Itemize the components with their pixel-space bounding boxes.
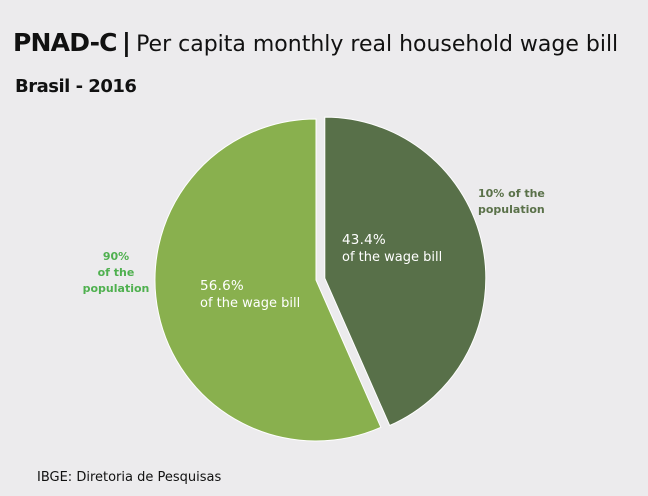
bottom-ninety-label-line-3: population (82, 282, 150, 295)
bottom-ninety-slice-label: 56.6% of the wage bill (200, 277, 300, 313)
title-separator: | (121, 28, 131, 57)
bottom-ninety-share-text: of the wage bill (200, 296, 301, 311)
bottom-ninety-label-line-1: 90% (102, 250, 130, 263)
title-description: Per capita monthly real household wage b… (136, 32, 619, 57)
bottom-ninety-share-value: 56.6% (200, 278, 244, 294)
bottom-ninety-population-label: 90% of the population (74, 249, 158, 297)
top-decile-population-label: 10% of the population (478, 186, 545, 218)
top-decile-slice-label: 43.4% of the wage bill (342, 231, 442, 267)
top-decile-share-text: of the wage bill (342, 250, 443, 265)
slice-bottom-ninety (154, 118, 382, 442)
top-decile-label-line-2: population (478, 203, 545, 216)
title-survey-name: PNAD-C (13, 28, 118, 57)
chart-subtitle: Brasil - 2016 (15, 76, 137, 97)
slice-top-decile (324, 116, 487, 427)
bottom-ninety-label-line-2: of the (97, 266, 135, 279)
top-decile-share-value: 43.4% (342, 232, 386, 248)
top-decile-label-line-1: 10% of the (478, 187, 545, 200)
chart-title: PNAD-C | Per capita monthly real househo… (13, 30, 618, 56)
source-note: IBGE: Diretoria de Pesquisas (37, 470, 222, 485)
